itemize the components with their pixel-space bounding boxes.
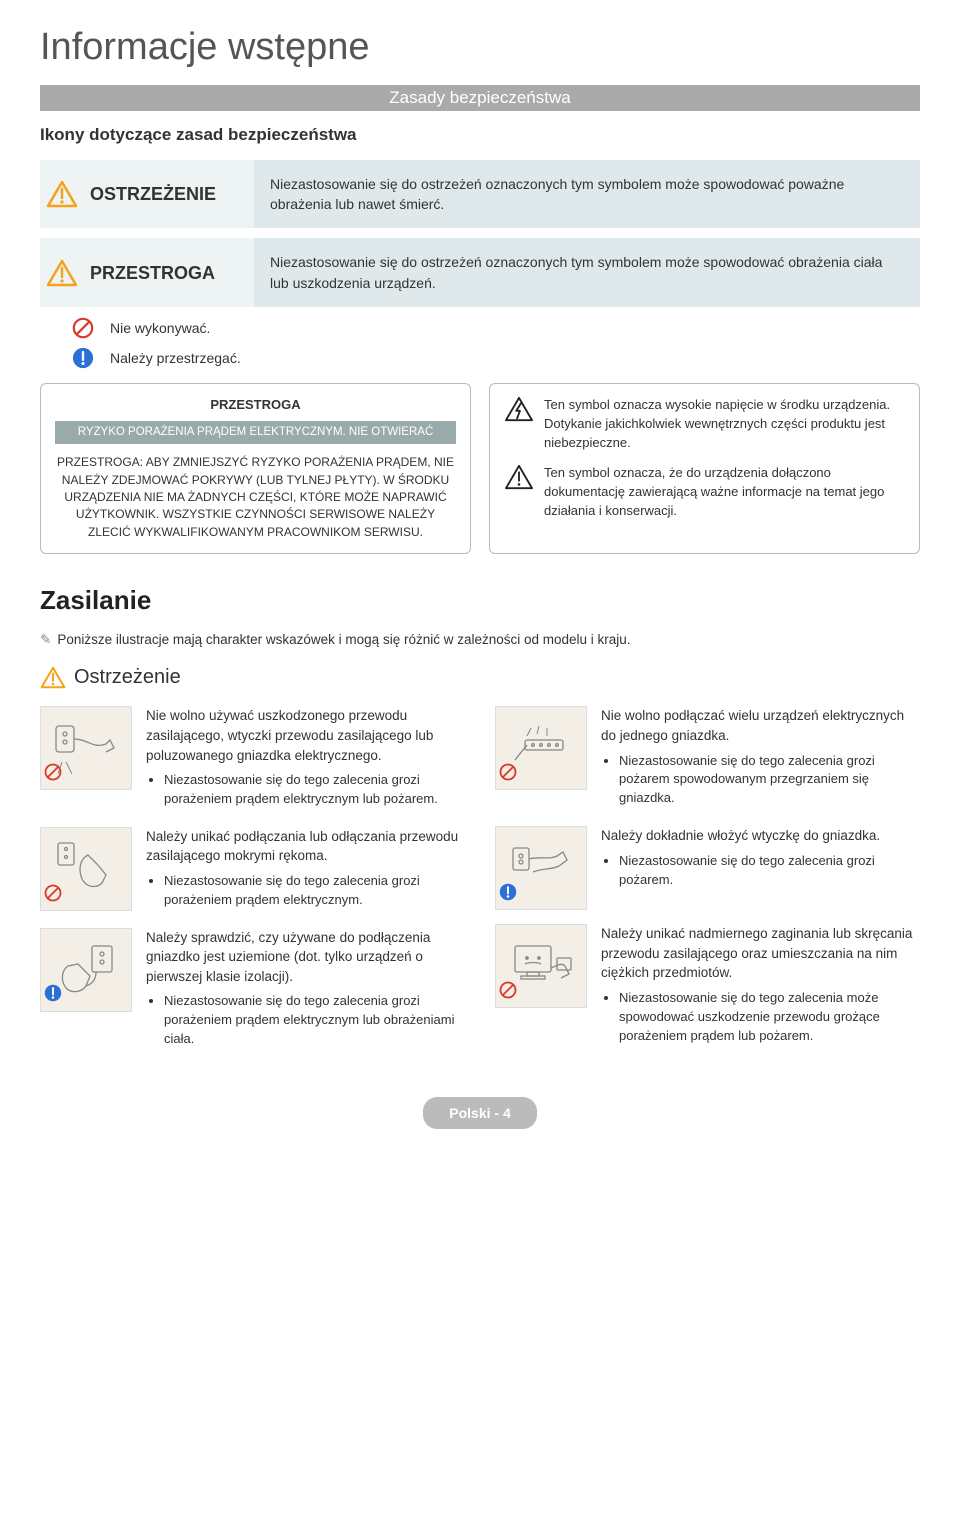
zasilanie-heading: Zasilanie xyxy=(40,582,920,620)
item-bullets: Niezastosowanie się do tego zalecenia gr… xyxy=(601,852,920,890)
must-icon xyxy=(499,883,517,906)
item-main: Należy dokładnie włożyć wtyczkę do gniaz… xyxy=(601,826,920,846)
left-column: Nie wolno używać uszkodzonego przewodu z… xyxy=(40,706,465,1066)
hv-icon xyxy=(504,396,544,428)
doc-icon xyxy=(504,464,544,496)
prohibit-icon xyxy=(499,981,517,1004)
warning-label: OSTRZEŻENIE xyxy=(84,160,254,229)
page-title: Informacje wstępne xyxy=(40,20,920,75)
caution-box-body: PRZESTROGA: ABY ZMNIEJSZYĆ RYZYKO PORAŻE… xyxy=(55,454,456,541)
doc-text: Ten symbol oznacza, że do urządzenia doł… xyxy=(544,464,905,521)
warning-desc: Niezastosowanie się do ostrzeżeń oznaczo… xyxy=(254,160,920,229)
bullet: Niezastosowanie się do tego zalecenia gr… xyxy=(164,771,465,809)
note-text: Poniższe ilustracje mają charakter wskaz… xyxy=(57,630,630,650)
prohibit-icon xyxy=(68,317,98,339)
illustration xyxy=(495,924,587,1008)
bullet: Niezastosowanie się do tego zalecenia gr… xyxy=(619,752,920,809)
item-bullets: Niezastosowanie się do tego zalecenia gr… xyxy=(146,771,465,809)
item-main: Należy unikać podłączania lub odłączania… xyxy=(146,827,465,866)
alert-caution: PRZESTROGA Niezastosowanie się do ostrze… xyxy=(40,238,920,307)
item-bullets: Niezastosowanie się do tego zalecenia gr… xyxy=(146,992,465,1049)
safety-item: Należy dokładnie włożyć wtyczkę do gniaz… xyxy=(495,826,920,910)
footer: Polski - 4 xyxy=(40,1097,920,1129)
page-number: Polski - 4 xyxy=(423,1097,536,1129)
caution-box-header: PRZESTROGA xyxy=(55,396,456,415)
ostrzezenie-heading: Ostrzeżenie xyxy=(40,663,920,692)
caution-box-band: RYZYKO PORAŻENIA PRĄDEM ELEKTRYCZNYM. NI… xyxy=(55,421,456,445)
safety-item: Należy unikać podłączania lub odłączania… xyxy=(40,827,465,914)
prohibit-text: Nie wykonywać. xyxy=(110,318,210,338)
illustration xyxy=(40,827,132,911)
safety-item: Należy sprawdzić, czy używane do podłącz… xyxy=(40,928,465,1053)
safety-item: Nie wolno podłączać wielu urządzeń elekt… xyxy=(495,706,920,812)
item-bullets: Niezastosowanie się do tego zalecenia gr… xyxy=(601,752,920,809)
bullet: Niezastosowanie się do tego zalecenia mo… xyxy=(619,989,920,1046)
bullet: Niezastosowanie się do tego zalecenia gr… xyxy=(164,872,465,910)
illustration xyxy=(40,706,132,790)
prohibit-icon xyxy=(44,884,62,907)
item-main: Należy sprawdzić, czy używane do podłącz… xyxy=(146,928,465,987)
illustration xyxy=(40,928,132,1012)
must-icon xyxy=(68,347,98,369)
caution-box: PRZESTROGA RYZYKO PORAŻENIA PRĄDEM ELEKT… xyxy=(40,383,471,554)
right-column: Nie wolno podłączać wielu urządzeń elekt… xyxy=(495,706,920,1066)
note-icon: ✎ xyxy=(40,630,51,650)
illustration xyxy=(495,826,587,910)
caution-icon xyxy=(40,238,84,307)
illustration xyxy=(495,706,587,790)
warning-icon xyxy=(40,160,84,229)
note: ✎ Poniższe ilustracje mają charakter wsk… xyxy=(40,630,920,650)
bullet: Niezastosowanie się do tego zalecenia gr… xyxy=(619,852,920,890)
must-text: Należy przestrzegać. xyxy=(110,348,241,368)
hv-text: Ten symbol oznacza wysokie napięcie w śr… xyxy=(544,396,905,453)
item-main: Nie wolno podłączać wielu urządzeń elekt… xyxy=(601,706,920,745)
caution-label: PRZESTROGA xyxy=(84,238,254,307)
section-bar: Zasady bezpieczeństwa xyxy=(40,85,920,111)
must-icon xyxy=(44,984,62,1007)
subhead: Ikony dotyczące zasad bezpieczeństwa xyxy=(40,123,920,148)
item-bullets: Niezastosowanie się do tego zalecenia gr… xyxy=(146,872,465,910)
warning-icon xyxy=(40,666,66,689)
safety-item: Należy unikać nadmiernego zaginania lub … xyxy=(495,924,920,1049)
caution-desc: Niezastosowanie się do ostrzeżeń oznaczo… xyxy=(254,238,920,307)
item-main: Należy unikać nadmiernego zaginania lub … xyxy=(601,924,920,983)
symbol-box: Ten symbol oznacza wysokie napięcie w śr… xyxy=(489,383,920,554)
safety-item: Nie wolno używać uszkodzonego przewodu z… xyxy=(40,706,465,812)
prohibit-line: Nie wykonywać. xyxy=(68,317,920,339)
item-bullets: Niezastosowanie się do tego zalecenia mo… xyxy=(601,989,920,1046)
alert-warning: OSTRZEŻENIE Niezastosowanie się do ostrz… xyxy=(40,160,920,229)
item-main: Nie wolno używać uszkodzonego przewodu z… xyxy=(146,706,465,765)
ostrzezenie-label: Ostrzeżenie xyxy=(74,663,181,692)
must-line: Należy przestrzegać. xyxy=(68,347,920,369)
bullet: Niezastosowanie się do tego zalecenia gr… xyxy=(164,992,465,1049)
prohibit-icon xyxy=(44,763,62,786)
prohibit-icon xyxy=(499,763,517,786)
